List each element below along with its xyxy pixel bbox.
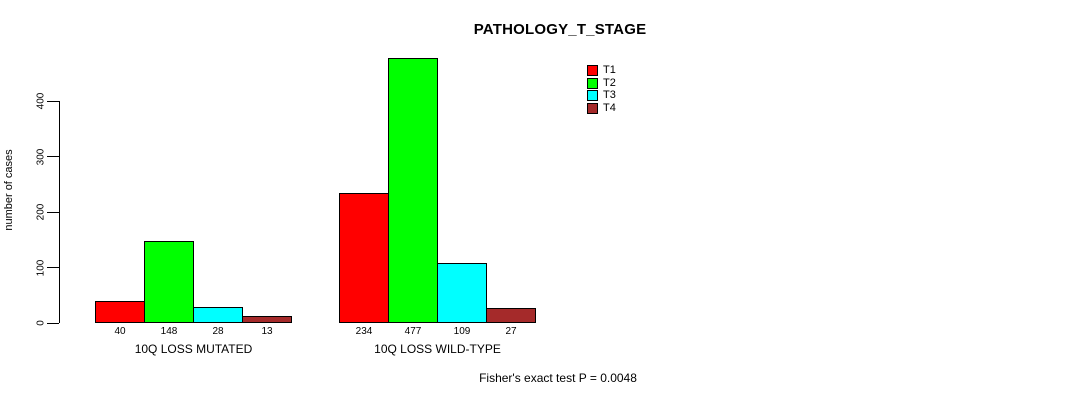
legend-swatch-t3 [587, 90, 598, 101]
legend-item: T4 [587, 103, 616, 114]
bar-value-label: 13 [261, 326, 273, 337]
bar-t3-10q-loss-mutated [193, 307, 243, 323]
bar-t1-10q-loss-mutated [95, 301, 145, 323]
y-axis-tick-label: 0 [35, 320, 47, 326]
category-label: 10Q LOSS WILD-TYPE [374, 342, 501, 356]
legend-swatch-t2 [587, 78, 598, 89]
legend-label: T2 [603, 77, 616, 89]
legend-item: T3 [587, 90, 616, 101]
bar-t4-10q-loss-wild-type [486, 308, 536, 323]
bar-value-label: 28 [212, 326, 224, 337]
y-axis-tick [47, 211, 59, 213]
bar-value-label: 148 [160, 326, 178, 337]
y-axis-tick [47, 322, 59, 324]
legend-item: T1 [587, 65, 616, 76]
y-axis-tick [47, 100, 59, 102]
legend-label: T3 [603, 89, 616, 101]
chart-title: PATHOLOGY_T_STAGE [473, 21, 647, 38]
bar-value-label: 40 [114, 326, 126, 337]
legend-label: T4 [603, 102, 616, 114]
bar-value-label: 109 [453, 326, 471, 337]
bar-t3-10q-loss-wild-type [437, 263, 487, 323]
legend-swatch-t4 [587, 103, 598, 114]
y-axis-tick [47, 267, 59, 268]
y-axis-tick-label: 100 [35, 259, 47, 276]
bar-value-label: 27 [505, 326, 517, 337]
bar-t4-10q-loss-mutated [242, 316, 292, 323]
y-axis-tick-label: 400 [35, 92, 47, 110]
legend-item: T2 [587, 78, 616, 89]
bar-value-label: 234 [355, 326, 373, 337]
y-axis-line [59, 101, 60, 323]
legend-label: T1 [603, 64, 616, 76]
category-label: 10Q LOSS MUTATED [134, 342, 253, 356]
y-axis-tick-label: 200 [35, 203, 47, 221]
bar-t2-10q-loss-mutated [144, 241, 194, 323]
stat-annotation: Fisher's exact test P = 0.0048 [479, 371, 637, 385]
legend-swatch-t1 [587, 65, 598, 76]
y-axis-label: number of cases [3, 149, 15, 231]
bar-t1-10q-loss-wild-type [339, 193, 389, 323]
y-axis-tick-label: 300 [35, 148, 47, 165]
bar-t2-10q-loss-wild-type [388, 58, 438, 323]
bar-value-label: 477 [404, 326, 422, 337]
y-axis-tick [47, 156, 59, 157]
